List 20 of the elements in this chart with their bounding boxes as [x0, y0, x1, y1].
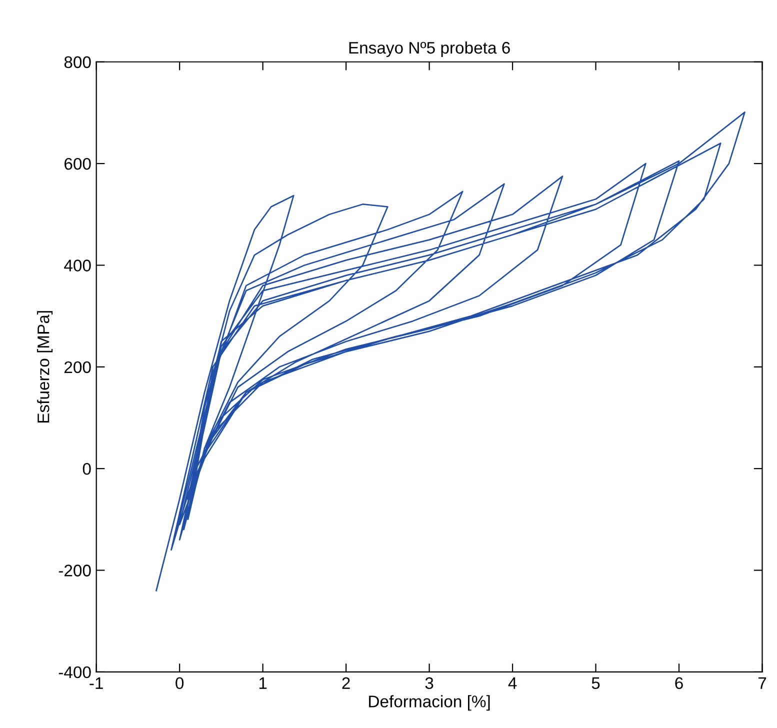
y-tick-label: -200 — [58, 564, 91, 576]
x-tick-label: 5 — [592, 677, 600, 690]
y-tick-label: 600 — [64, 158, 91, 170]
x-tick-label: 7 — [758, 677, 766, 689]
y-tick-label: -400 — [58, 666, 91, 678]
y-tick-label: 0 — [82, 462, 91, 475]
x-tick-label: 2 — [342, 677, 350, 689]
y-axis-title: Esfuerzo [MPa] — [37, 311, 53, 423]
x-tick-label: 1 — [259, 677, 267, 689]
x-tick-label: 3 — [425, 677, 434, 690]
y-tick-label: 400 — [64, 260, 91, 272]
line-series — [156, 112, 746, 592]
x-tick-label: 6 — [675, 677, 683, 690]
chart-title: Ensayo Nº5 probeta 6 — [349, 41, 510, 58]
y-tick-label: 200 — [64, 361, 91, 374]
y-tick-label: 800 — [64, 56, 91, 68]
x-tick-label: 0 — [176, 677, 184, 690]
x-tick-label: 4 — [508, 677, 517, 689]
x-tick-label: -1 — [90, 677, 103, 689]
x-axis-title: Deformacion [%] — [369, 695, 490, 711]
